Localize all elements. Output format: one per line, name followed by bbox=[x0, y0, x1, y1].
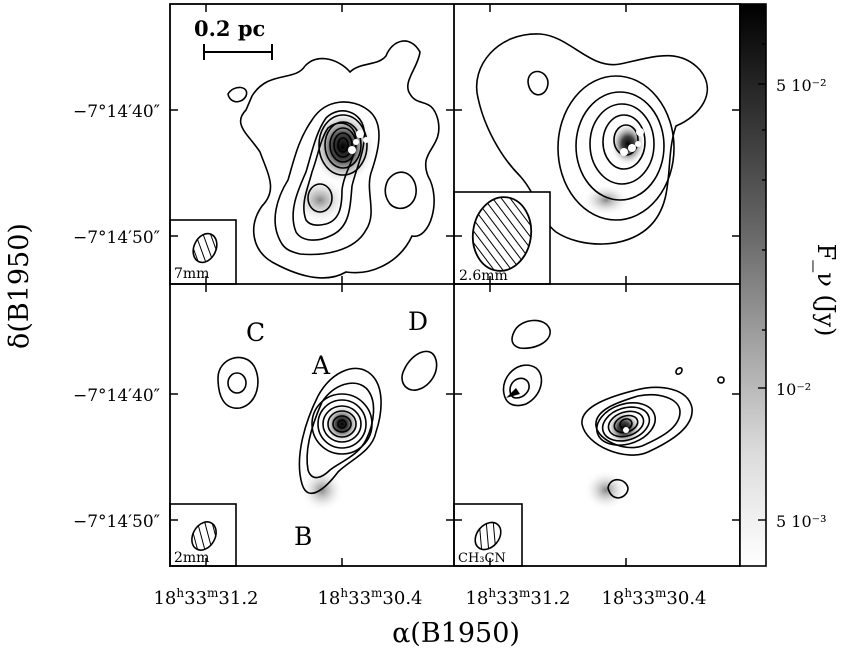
colorbar-tick-label: 5 10⁻² bbox=[776, 76, 826, 95]
y-tick-label: −7°14′50″ bbox=[73, 512, 160, 532]
beam-box-7mm: 7mm bbox=[169, 219, 237, 285]
panel-top-left bbox=[227, 40, 440, 279]
colorbar-tick-label: 5 10⁻³ bbox=[776, 512, 826, 531]
plot-frame bbox=[169, 3, 741, 567]
contours-2mm bbox=[217, 350, 438, 495]
panel-label-2mm: 2mm bbox=[174, 550, 209, 566]
source-label-d: D bbox=[408, 307, 428, 336]
greyscale-core-b bbox=[300, 468, 344, 512]
source-label-a: A bbox=[311, 351, 331, 380]
maser-marker bbox=[506, 388, 520, 398]
panel-label-7mm: 7mm bbox=[174, 266, 209, 282]
beam-box-2.6mm: 2.6mm bbox=[453, 191, 551, 285]
scale-bar-label: 0.2 pc bbox=[194, 16, 265, 41]
x-axis-title: α(B1950) bbox=[392, 618, 520, 649]
maser-marker bbox=[623, 427, 629, 433]
greyscale-core-b bbox=[582, 184, 630, 216]
y-tick-label: −7°14′40″ bbox=[73, 386, 160, 406]
y-tick-label: −7°14′50″ bbox=[73, 228, 160, 248]
source-label-c: C bbox=[246, 318, 265, 347]
contours-7mm bbox=[227, 40, 440, 279]
panel-bottom-right bbox=[502, 319, 725, 510]
greyscale-core-b bbox=[292, 176, 348, 224]
panel-top-right bbox=[475, 33, 709, 245]
source-label-b: B bbox=[294, 522, 312, 551]
panel-bottom-left bbox=[217, 350, 438, 512]
y-axis-title: δ(B1950) bbox=[4, 223, 35, 349]
source-labels: C D A B bbox=[246, 307, 428, 551]
x-tick-label: 18h33m30.4 bbox=[317, 586, 422, 609]
x-tick-label: 18h33m31.2 bbox=[153, 586, 258, 609]
greyscale-core-a bbox=[311, 109, 375, 185]
x-tick-label: 18h33m31.2 bbox=[465, 586, 570, 609]
beam-box-2mm: 2mm bbox=[169, 503, 237, 567]
colorbar: 5 10⁻² 10⁻² 5 10⁻³ F_ν (Jy) bbox=[739, 3, 840, 567]
greyscale-core-b bbox=[584, 470, 628, 510]
x-tick-labels: 18h33m31.2 18h33m30.4 18h33m31.2 18h33m3… bbox=[153, 586, 706, 609]
beam-box-ch3cn: CH₃CN bbox=[453, 503, 523, 567]
axis-ticks bbox=[170, 4, 740, 566]
contours-ch3cn bbox=[502, 319, 725, 499]
panel-label-2.6mm: 2.6mm bbox=[459, 268, 508, 284]
scale-bar: 0.2 pc bbox=[194, 16, 273, 60]
colorbar-title: F_ν (Jy) bbox=[812, 244, 840, 337]
masers-tr bbox=[620, 128, 644, 156]
colorbar-gradient bbox=[739, 3, 767, 567]
y-tick-labels: −7°14′40″ −7°14′50″ −7°14′40″ −7°14′50″ bbox=[73, 102, 160, 532]
masers-tl bbox=[348, 130, 369, 154]
y-tick-label: −7°14′40″ bbox=[73, 102, 160, 122]
x-tick-label: 18h33m30.4 bbox=[601, 586, 706, 609]
panel-label-ch3cn: CH₃CN bbox=[458, 551, 506, 566]
colorbar-tick-label: 10⁻² bbox=[776, 380, 811, 399]
